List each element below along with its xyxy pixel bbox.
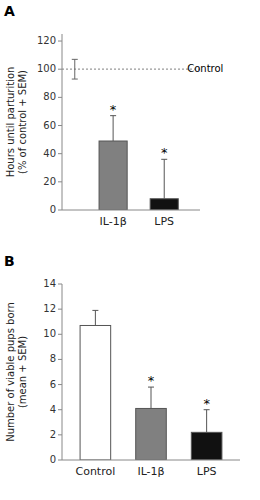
y-tick-label: 80 bbox=[43, 91, 56, 102]
bar bbox=[80, 325, 111, 460]
y-tick bbox=[58, 284, 62, 285]
y-tick-label: 14 bbox=[43, 278, 56, 289]
y-tick-label: 4 bbox=[50, 404, 56, 415]
y-tick-label: 12 bbox=[43, 303, 56, 314]
y-tick bbox=[58, 69, 62, 70]
bar bbox=[191, 432, 222, 460]
error-bar bbox=[110, 116, 116, 141]
reference-label: Control bbox=[187, 63, 223, 74]
y-tick bbox=[58, 309, 62, 310]
y-tick bbox=[58, 409, 62, 410]
error-bar bbox=[148, 387, 154, 408]
y-axis-label: Number of viable pups born(mean + SEM) bbox=[5, 302, 28, 442]
bar bbox=[136, 408, 167, 460]
panel: B 0 2 4 6 8 10 12 14 Number of viable pups born(m… bbox=[4, 253, 240, 478]
y-tick-label: 2 bbox=[50, 429, 56, 440]
x-tick-label: IL-1β bbox=[100, 215, 127, 228]
error-bar bbox=[92, 310, 98, 325]
x-axis-line bbox=[62, 460, 240, 461]
y-axis-label-line: (% of control + SEM) bbox=[17, 70, 28, 174]
y-tick bbox=[58, 434, 62, 435]
y-tick bbox=[58, 460, 62, 461]
y-tick bbox=[58, 210, 62, 211]
y-tick-label: 8 bbox=[50, 353, 56, 364]
y-tick bbox=[58, 153, 62, 154]
chart-root: A020406080100120Hours until parturition(… bbox=[0, 0, 260, 500]
y-tick bbox=[58, 334, 62, 335]
bar bbox=[150, 199, 178, 210]
y-tick-label: 6 bbox=[50, 379, 56, 390]
panel: A 0 20 40 60 80 100 120 Hours until parturition(… bbox=[4, 3, 223, 228]
x-tick-label: IL-1β bbox=[137, 465, 164, 478]
y-tick bbox=[58, 181, 62, 182]
panel-label: A bbox=[4, 3, 15, 19]
significance-mark: * bbox=[203, 396, 210, 411]
y-tick-label: 120 bbox=[37, 35, 56, 46]
error-bar bbox=[204, 410, 210, 433]
y-tick bbox=[58, 97, 62, 98]
y-tick-label: 100 bbox=[37, 63, 56, 74]
y-tick bbox=[58, 41, 62, 42]
significance-mark: * bbox=[110, 102, 117, 117]
bar bbox=[99, 141, 127, 210]
x-axis-line bbox=[62, 210, 200, 211]
reference-line bbox=[62, 69, 200, 70]
x-tick-label: LPS bbox=[197, 465, 217, 478]
y-tick-label: 0 bbox=[50, 454, 56, 465]
x-tick-label: LPS bbox=[154, 215, 174, 228]
y-axis-label: Hours until parturition(% of control + S… bbox=[5, 67, 28, 178]
x-tick-label: Control bbox=[75, 465, 115, 478]
significance-mark: * bbox=[148, 373, 155, 388]
y-tick-label: 10 bbox=[43, 328, 56, 339]
y-tick-label: 20 bbox=[43, 176, 56, 187]
y-axis-label-line: Hours until parturition bbox=[5, 67, 16, 178]
y-tick bbox=[58, 125, 62, 126]
y-tick bbox=[58, 384, 62, 385]
error-bar bbox=[161, 159, 167, 198]
y-tick-label: 0 bbox=[50, 204, 56, 215]
y-axis-line bbox=[62, 284, 63, 460]
significance-mark: * bbox=[161, 145, 168, 160]
y-axis-line bbox=[62, 34, 63, 210]
y-tick-label: 40 bbox=[43, 148, 56, 159]
panel-label: B bbox=[4, 253, 15, 269]
y-tick-label: 60 bbox=[43, 120, 56, 131]
plot-area bbox=[80, 310, 222, 460]
y-axis-label-line: Number of viable pups born bbox=[5, 302, 16, 442]
plot-area bbox=[62, 59, 200, 210]
y-tick bbox=[58, 359, 62, 360]
y-axis-label-line: (mean + SEM) bbox=[17, 336, 28, 408]
reference-error-bar bbox=[72, 59, 78, 79]
